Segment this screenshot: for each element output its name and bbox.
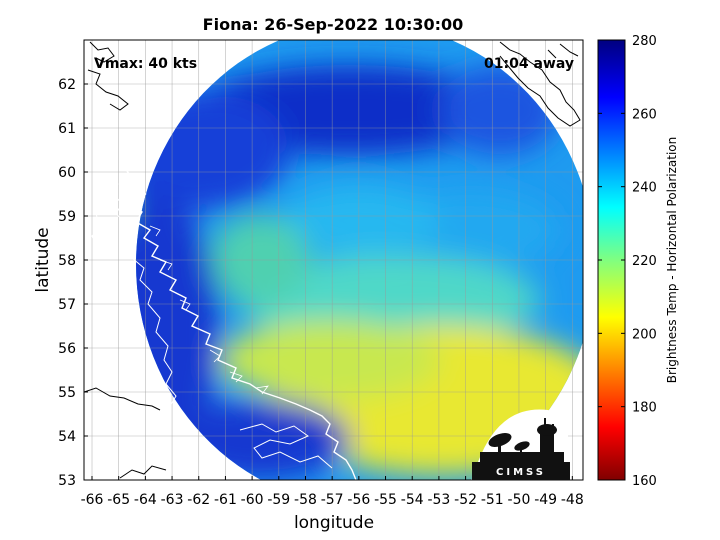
y-tick-label: 59	[58, 209, 76, 225]
x-tick-label: -61	[214, 492, 237, 508]
y-tick-label: 60	[58, 165, 76, 181]
x-tick-label: -50	[508, 492, 531, 508]
x-tick-label: -54	[401, 492, 424, 508]
y-tick-label: 55	[58, 385, 76, 401]
cimss-logo: CIMSS	[472, 409, 570, 480]
colorbar-label: Brightness Temp - Horizontal Polarizatio…	[665, 137, 679, 384]
colorbar-ticks: 160 180 200 220 240 260 280	[598, 34, 657, 489]
x-tick-label: -57	[321, 492, 344, 508]
y-tick-label: 56	[58, 341, 76, 357]
y-axis-label: latitude	[33, 227, 53, 292]
x-tick-label: -48	[561, 492, 584, 508]
x-tick-label: -60	[241, 492, 264, 508]
colorbar-tick-label: 180	[632, 401, 657, 416]
x-tick-label: -56	[347, 492, 370, 508]
x-tick-label: -49	[534, 492, 557, 508]
coastline	[84, 41, 581, 480]
x-tick-label: -55	[374, 492, 397, 508]
colorbar-tick-label: 240	[632, 181, 657, 196]
y-tick-label: 61	[58, 121, 76, 137]
colorbar-tick-label: 160	[632, 474, 657, 489]
x-axis-label: longitude	[294, 513, 374, 533]
colorbar-tick-label: 220	[632, 254, 657, 269]
x-tick-label: -63	[161, 492, 184, 508]
colorbar-tick-label: 260	[632, 107, 657, 122]
x-tick-label: -59	[267, 492, 290, 508]
colorbar-tick-label: 280	[632, 34, 657, 49]
y-tick-label: 58	[58, 253, 76, 269]
colorbar-tick-label: 200	[632, 327, 657, 342]
x-tick-label: -53	[427, 492, 450, 508]
axis-ticks: -66 -65 -64 -63 -62 -61 -60 -59 -58 -57 -56 -55 -54-…	[58, 77, 584, 508]
y-tick-label: 54	[58, 429, 76, 445]
x-tick-label: -62	[187, 492, 210, 508]
x-tick-label: -66	[81, 492, 104, 508]
x-tick-label: -58	[294, 492, 317, 508]
map-title: Fiona: 26-Sep-2022 10:30:00	[203, 15, 464, 34]
colorbar-gradient	[597, 39, 626, 481]
vmax-annotation: Vmax: 40 kts	[94, 56, 197, 72]
y-tick-label: 62	[58, 77, 76, 93]
y-tick-label: 53	[58, 473, 76, 489]
x-tick-label: -64	[134, 492, 157, 508]
x-tick-label: -65	[107, 492, 130, 508]
colorbar: 160 180 200 220 240 260 280 Brightness Temp - …	[597, 34, 679, 489]
cimss-logo-text: CIMSS	[496, 467, 546, 478]
y-tick-label: 57	[58, 297, 76, 313]
time-away-annotation: 01:04 away	[484, 56, 574, 72]
x-tick-label: -51	[481, 492, 504, 508]
x-tick-label: -52	[454, 492, 477, 508]
